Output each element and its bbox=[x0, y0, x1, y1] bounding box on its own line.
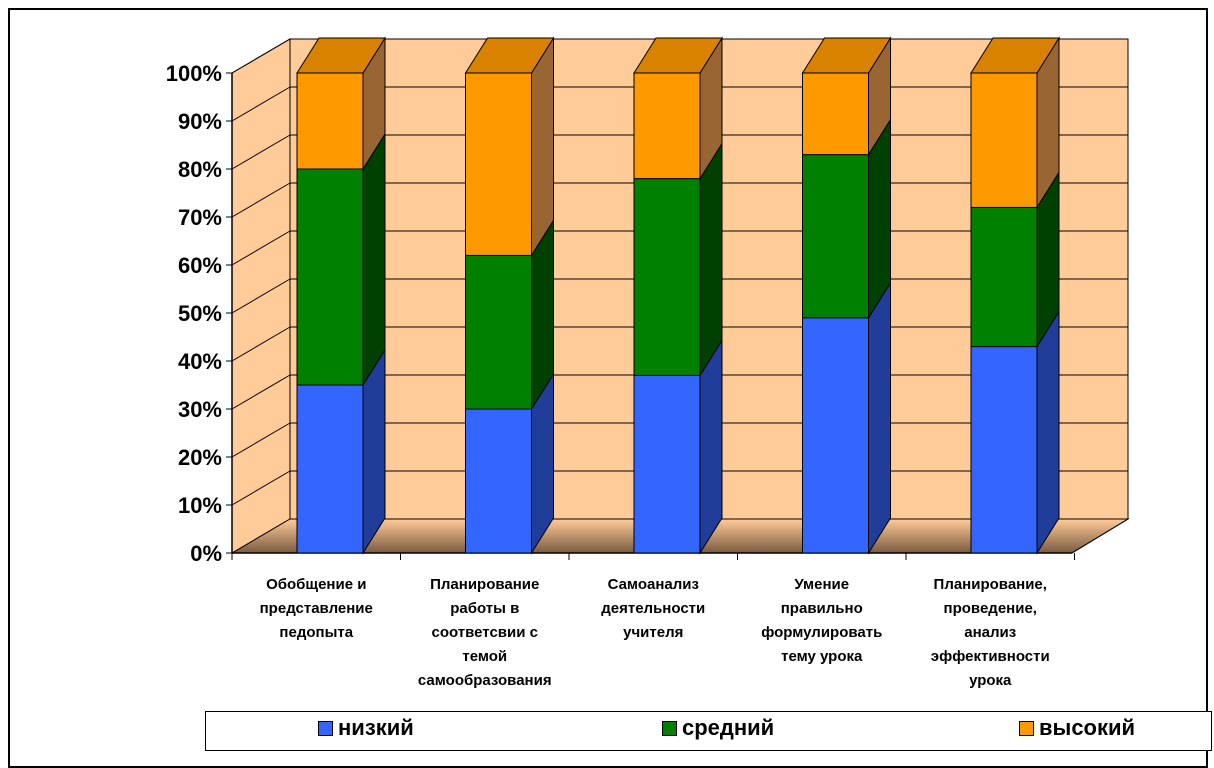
y-tick-label: 0% bbox=[190, 541, 222, 566]
bar-segment bbox=[802, 117, 891, 320]
x-category-label: урока bbox=[969, 672, 1012, 689]
bar-top bbox=[296, 37, 386, 74]
bar-segment bbox=[970, 309, 1060, 555]
y-tick-label: 70% bbox=[178, 205, 222, 230]
x-axis-category-labels: Обобщение и представление педопыта Планиров… bbox=[260, 576, 1050, 689]
bar-segment bbox=[970, 170, 1060, 349]
bar-front bbox=[633, 374, 701, 554]
bar-segment bbox=[464, 36, 555, 258]
x-category-label: соответсвии с bbox=[432, 624, 538, 641]
bar-segment bbox=[802, 281, 891, 555]
bar-segment bbox=[633, 338, 723, 555]
bar-top bbox=[633, 37, 723, 74]
bar-top bbox=[801, 37, 892, 74]
legend-item-medium: средний bbox=[662, 716, 774, 740]
chart-plot: 0% 10% 20% 30% 40% 50% 60% 70% 80% 90% 100% Обобще… bbox=[166, 36, 1130, 689]
bar-front bbox=[465, 254, 532, 410]
x-category-label: Самоанализ bbox=[608, 576, 699, 593]
y-tick-label: 40% bbox=[178, 349, 222, 374]
gridline-diag bbox=[231, 326, 291, 362]
bar-top bbox=[970, 37, 1060, 74]
x-category-label: анализ bbox=[964, 624, 1016, 641]
bar-front bbox=[802, 317, 869, 554]
gridline-diag bbox=[231, 134, 291, 170]
x-category-label: тему урока bbox=[781, 648, 863, 665]
bar-side bbox=[362, 132, 386, 387]
x-category-label: учителя bbox=[623, 624, 683, 641]
y-tick-label: 100% bbox=[166, 61, 222, 86]
y-tick-label: 90% bbox=[178, 109, 222, 134]
legend-label-medium: средний bbox=[682, 715, 775, 740]
x-category-label: Умение bbox=[794, 576, 849, 593]
bar-front bbox=[633, 72, 701, 180]
bar-side bbox=[1036, 309, 1060, 555]
legend-item-high: высокий bbox=[1019, 716, 1135, 740]
bar-segment bbox=[970, 36, 1060, 210]
legend-swatch-high bbox=[1019, 720, 1034, 736]
floor-edge bbox=[1071, 518, 1129, 554]
x-category-label: правильно bbox=[781, 600, 863, 617]
y-tick-label: 60% bbox=[178, 253, 222, 278]
bar-front bbox=[465, 72, 532, 256]
bar-side bbox=[699, 141, 723, 378]
x-category-label: педопыта bbox=[279, 624, 353, 641]
bar-front bbox=[633, 178, 701, 376]
bar-front bbox=[802, 154, 869, 319]
bar-front bbox=[296, 72, 364, 170]
gridline-diag bbox=[231, 86, 291, 122]
bar-segment bbox=[296, 36, 386, 171]
x-category-label: самообразования bbox=[418, 672, 552, 689]
bar-segment bbox=[296, 348, 386, 555]
bar-front bbox=[970, 206, 1038, 348]
bar-segment bbox=[465, 372, 554, 555]
bar-segment bbox=[633, 36, 723, 181]
y-tick-label: 50% bbox=[178, 301, 222, 326]
y-tick-label: 30% bbox=[178, 397, 222, 422]
bar-segment bbox=[465, 218, 554, 411]
y-tick-label: 10% bbox=[178, 493, 222, 518]
x-category-label: Планирование bbox=[430, 576, 539, 593]
y-axis-tick-labels: 0% 10% 20% 30% 40% 50% 60% 70% 80% 90% 100% bbox=[166, 61, 222, 566]
legend: низкий средний высокий bbox=[205, 711, 1212, 751]
bar-side bbox=[868, 281, 891, 555]
x-category-label: проведение, bbox=[944, 600, 1037, 617]
gridline-diag bbox=[231, 422, 291, 458]
gridline-diag bbox=[231, 38, 291, 74]
bar-front bbox=[802, 72, 869, 156]
bar-front bbox=[970, 72, 1038, 208]
legend-label-low: низкий bbox=[338, 715, 414, 740]
x-category-label: работы в bbox=[450, 600, 519, 617]
x-category-label: Обобщение и bbox=[266, 576, 366, 593]
y-tick-label: 80% bbox=[178, 157, 222, 182]
bar-segment bbox=[801, 36, 892, 157]
bar-segment bbox=[633, 141, 723, 378]
x-category-label: эффективности bbox=[931, 648, 1050, 665]
gridline-diag bbox=[231, 470, 291, 506]
gridline-diag bbox=[231, 278, 291, 314]
bar-segment bbox=[296, 132, 386, 387]
bars bbox=[296, 36, 1060, 555]
gridline-diag bbox=[231, 230, 291, 266]
bar-side bbox=[699, 338, 723, 555]
x-category-label: Планирование, bbox=[934, 576, 1047, 593]
legend-item-low: низкий bbox=[318, 716, 414, 740]
gridline-diag bbox=[231, 374, 291, 410]
x-category-label: представление bbox=[260, 600, 373, 617]
bar-front bbox=[465, 408, 532, 554]
bar-front bbox=[970, 346, 1038, 554]
x-category-label: деятельности bbox=[601, 600, 705, 617]
gridline-diag bbox=[231, 182, 291, 218]
y-tick-label: 20% bbox=[178, 445, 222, 470]
bar-side bbox=[531, 36, 554, 258]
legend-swatch-low bbox=[318, 720, 333, 736]
bar-front bbox=[296, 168, 364, 386]
bar-top bbox=[464, 37, 555, 74]
x-category-label: формулировать bbox=[761, 624, 882, 641]
legend-swatch-medium bbox=[662, 720, 677, 736]
bar-front bbox=[296, 384, 364, 554]
x-category-label: темой bbox=[462, 648, 507, 665]
legend-label-high: высокий bbox=[1039, 715, 1136, 740]
